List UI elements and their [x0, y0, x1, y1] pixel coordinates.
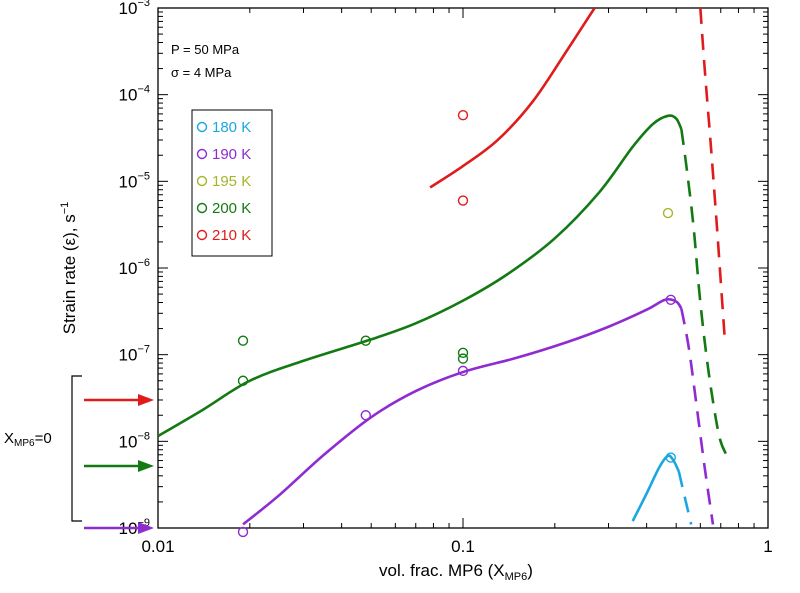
y-axis-label-superscript: −1: [59, 202, 71, 215]
series-210k-point: [457, 109, 469, 121]
stress-annotation: σ = 4 MPa: [171, 65, 232, 80]
y-tick-label: 10−5: [119, 170, 150, 191]
series-180k-solid-line: [631, 454, 680, 522]
series-210k-solid-line: [429, 8, 596, 189]
series-200k-point: [237, 335, 249, 346]
x-axis-label-subscript: MP6: [505, 571, 528, 583]
series-200k-solid-line: [158, 114, 683, 438]
x-axis-label: vol. frac. MP6 (XMP6): [379, 561, 533, 583]
y-tick-label: 10−7: [119, 344, 150, 365]
xmp6-zero-label-end: =0: [35, 430, 52, 447]
series-190k-point: [457, 365, 469, 377]
pressure-annotation: P = 50 MPa: [171, 42, 240, 57]
series-210k-point: [457, 195, 469, 206]
series-195k-point: [662, 207, 674, 219]
legend-marker-195k: [196, 175, 208, 187]
xmp6-zero-arrowhead-200k: [138, 459, 154, 472]
legend-marker-210k: [196, 229, 208, 241]
series-190k: [242, 297, 715, 526]
series-190k-point: [360, 410, 371, 421]
series-210k-dashed-line: [699, 8, 726, 335]
x-axis-label-end: ): [527, 561, 533, 580]
plot-frame: [157, 7, 769, 529]
x-tick-labels: 0.01 0.1 1: [141, 537, 772, 556]
series-210k: [429, 8, 726, 335]
legend-label-190k: 190 K: [212, 146, 251, 163]
y-axis-label: Strain rate (ε), s−1: [59, 202, 79, 335]
axis-ticks: [157, 8, 768, 529]
xmp6-zero-arrowhead-190k: [138, 522, 154, 534]
series-190k-point: [237, 526, 249, 538]
y-tick-label: 10−3: [119, 0, 150, 18]
xmp6-zero-label-subscript: MP6: [14, 438, 35, 449]
legend-label-180k: 180 K: [212, 119, 251, 136]
series-190k-solid-line: [242, 297, 683, 526]
series-180k: [631, 454, 693, 525]
x-tick-label: 1: [763, 537, 772, 556]
legend: 180 K 190 K 195 K 200 K 210 K: [196, 119, 251, 244]
series-200k-point: [360, 335, 371, 346]
y-tick-labels: 10−910−810−710−610−510−410−3: [119, 0, 150, 538]
legend-label-195k: 195 K: [212, 173, 251, 190]
series-180k-dashed-line: [677, 471, 693, 525]
series-180k-point: [665, 452, 676, 463]
y-tick-label: 10−8: [119, 430, 150, 451]
xmp6-zero-bracket: [71, 375, 82, 522]
legend-marker-190k: [196, 148, 208, 160]
series-200k: [158, 114, 728, 456]
series-190k-point: [665, 294, 676, 305]
x-tick-label: 0.01: [141, 537, 174, 556]
legend-marker-200k: [196, 202, 208, 214]
xmp6-zero-arrowhead-210k: [138, 393, 154, 406]
y-tick-label: 10−4: [119, 84, 150, 105]
legend-label-210k: 210 K: [212, 227, 251, 244]
series-190k-dashed-line: [680, 308, 715, 525]
x-tick-label: 0.1: [451, 537, 475, 556]
series-200k-point: [457, 347, 469, 359]
series-layer: [158, 8, 728, 538]
legend-marker-180k: [196, 121, 208, 133]
series-200k-point: [237, 375, 249, 386]
xmp6-zero-label: XMP6=0: [4, 430, 52, 449]
legend-label-200k: 200 K: [212, 200, 251, 217]
y-tick-label: 10−6: [119, 257, 150, 278]
series-200k-point: [457, 353, 469, 364]
series-200k-dashed-line: [680, 128, 728, 456]
xmp6-zero-arrows: [84, 393, 154, 534]
